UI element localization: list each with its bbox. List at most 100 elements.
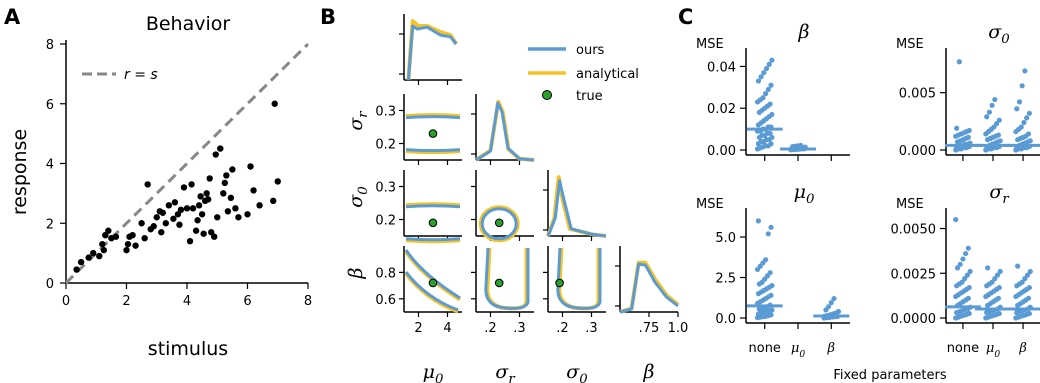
behavior-scatter-panel: Behavior stimulus response 0 2 4 6 8 0 2 4 6 8 r …: [9, 13, 312, 360]
behavior-data-point: [188, 181, 195, 188]
corner-x-axis-label: μ0: [423, 361, 444, 383]
mse-data-point: [1022, 68, 1028, 74]
behavior-y-axis-label: response: [9, 129, 31, 215]
corner-x-axis-label: σr: [495, 361, 516, 383]
posterior-corner-panel: .75 1.0 0.3 0.2 0.3 0.2 2 4 0.8 0.6 .2 .3 .2 .3 μ0 σr σ0…: [345, 14, 688, 383]
contour-ours-line: [405, 204, 461, 209]
mse-data-point: [768, 141, 774, 147]
contour-ours-ellipse: [480, 207, 518, 241]
mse-data-point: [1027, 138, 1033, 144]
behavior-data-point: [217, 145, 224, 152]
mse-data-point: [995, 132, 1002, 138]
mse-data-point: [959, 279, 965, 285]
corner-x-tick-label: 1.0: [668, 321, 689, 336]
mse-subplot-title: β: [798, 21, 810, 43]
mse-data-point: [996, 310, 1002, 317]
behavior-data-point: [100, 246, 108, 254]
behavior-data-point: [90, 249, 97, 257]
behavior-data-point: [138, 220, 145, 227]
behavior-x-tick-label: 0: [62, 294, 70, 309]
mse-data-point: [996, 284, 1002, 291]
contour-analytical-line: [557, 247, 601, 311]
corner-y-tick-label: 0.3: [375, 105, 396, 120]
mse-data-point: [1027, 268, 1033, 275]
corner-x-tick-label: 4: [443, 321, 451, 336]
mse-data-point: [766, 61, 772, 67]
corner-y-tick-label: 0.2: [375, 138, 396, 153]
behavior-y-tick-label: 8: [46, 38, 54, 53]
mse-data-point: [769, 111, 775, 118]
behavior-data-point: [204, 196, 212, 203]
behavior-y-tick-label: 4: [46, 158, 54, 173]
mse-data-point: [957, 261, 963, 267]
mse-data-point: [1024, 272, 1031, 278]
behavior-data-point: [274, 178, 281, 185]
behavior-y-tick-label: 2: [46, 217, 54, 232]
mse-data-point: [768, 82, 774, 88]
true-value-marker: [428, 278, 438, 288]
mse-x-tick-label: μ0: [986, 341, 1000, 360]
mse-data-point: [1026, 110, 1032, 116]
behavior-data-point: [244, 211, 251, 218]
mse-y-tick-label: 0.000: [899, 144, 936, 159]
mse-y-label: MSE: [896, 197, 924, 212]
mse-x-tick-label: β: [1018, 341, 1027, 356]
true-value-marker: [555, 278, 564, 288]
corner-x-tick-label: 2: [414, 321, 422, 336]
mse-data-point: [1019, 279, 1025, 285]
mse-data-point: [769, 307, 775, 313]
posterior-legend: ours analytical true: [528, 43, 639, 104]
behavior-data-point: [159, 209, 166, 216]
mse-data-point: [1014, 106, 1020, 112]
behavior-data-point: [256, 202, 263, 209]
mse-data-point: [765, 86, 771, 93]
corner-x-axis-label: β: [643, 361, 655, 383]
mse-y-tick-label: 0.0000: [891, 312, 937, 327]
mse-data-point: [962, 276, 968, 282]
behavior-data-point: [198, 211, 206, 218]
mse-data-point: [995, 295, 1002, 301]
panel-label-c: C: [678, 5, 693, 29]
panel-label-a: A: [4, 5, 21, 29]
mse-data-point: [760, 95, 766, 101]
behavior-data-point: [150, 223, 157, 230]
behavior-data-point: [214, 214, 221, 221]
corner-y-tick-label: 0.6: [375, 293, 396, 308]
contour-ours-line: [405, 237, 461, 242]
legend-analytical-label: analytical: [576, 67, 639, 82]
behavior-y-tick-label: 0: [46, 277, 54, 292]
mse-data-point: [997, 268, 1003, 275]
mse-x-tick-label: β: [827, 341, 836, 356]
mse-data-point: [992, 96, 998, 103]
mse-data-point: [965, 295, 971, 301]
behavior-data-point: [144, 181, 151, 188]
true-value-marker: [428, 218, 438, 228]
mse-data-point: [1021, 119, 1027, 126]
mse-data-point: [831, 295, 837, 302]
mse-data-point: [963, 250, 969, 257]
behavior-data-point: [176, 221, 183, 228]
corner-x-tick-label: .3: [513, 321, 525, 336]
mse-data-point: [761, 70, 767, 76]
contour-analytical-line: [485, 247, 529, 311]
behavior-data-point: [73, 266, 80, 273]
panel-label-b: B: [320, 5, 336, 29]
behavior-x-tick-label: 6: [243, 294, 251, 309]
mse-data-point: [769, 57, 775, 63]
behavior-data-point: [96, 252, 103, 260]
legend-true-marker: [542, 90, 552, 100]
behavior-data-point: [124, 240, 132, 248]
behavior-data-point: [200, 230, 207, 237]
mse-data-point: [985, 265, 991, 271]
mse-y-label: MSE: [896, 37, 924, 52]
mse-data-point: [984, 114, 990, 120]
mse-data-point: [835, 308, 842, 315]
behavior-data-point: [194, 217, 201, 224]
behavior-data-point: [208, 229, 215, 236]
behavior-y-tick-label: 6: [46, 98, 54, 113]
corner-y-axis-label: β: [345, 267, 367, 279]
mse-y-tick-label: 0.0025: [891, 267, 937, 282]
mse-data-point: [758, 74, 764, 80]
mse-subplot-title: μ0: [794, 181, 815, 207]
behavior-data-point: [270, 197, 277, 205]
